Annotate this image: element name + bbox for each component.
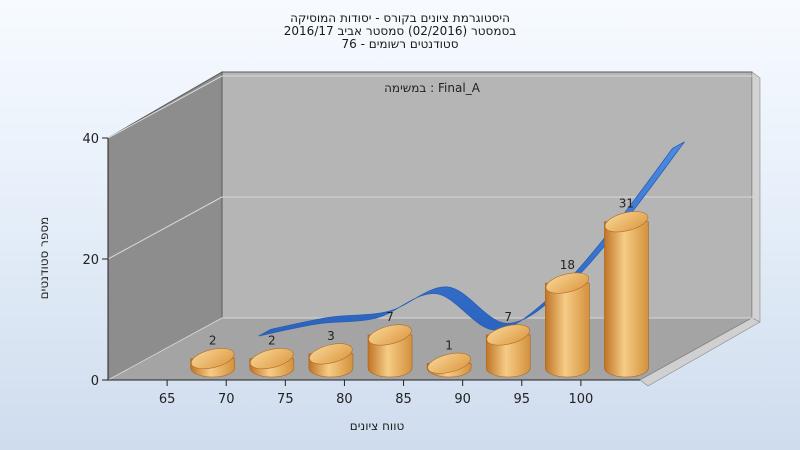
y-tick-label: 40 bbox=[82, 132, 99, 147]
data-labels: 2 2 3 7 1 7 18 31 bbox=[209, 197, 634, 353]
x-tick-label: 85 bbox=[395, 392, 412, 407]
x-tick-label: 65 bbox=[159, 392, 176, 407]
chart-floor-edge bbox=[639, 317, 761, 387]
bar-cap bbox=[309, 343, 353, 365]
gridline-side bbox=[107, 75, 223, 139]
y-tick-label: 0 bbox=[91, 374, 99, 389]
x-axis-title: טווח ציונים bbox=[350, 419, 405, 433]
x-tick-label: 75 bbox=[277, 392, 294, 407]
bar bbox=[485, 324, 531, 378]
x-axis: 65 70 75 80 85 90 95 100 bbox=[108, 379, 640, 407]
bar-value-label: 2 bbox=[268, 334, 276, 348]
bar-body bbox=[545, 282, 590, 378]
bar-cap bbox=[427, 352, 471, 374]
bar-cap bbox=[545, 272, 590, 294]
bar bbox=[426, 352, 472, 378]
x-tick-label: 80 bbox=[336, 392, 353, 407]
bar bbox=[604, 211, 649, 378]
bar-value-label: 7 bbox=[386, 310, 394, 324]
bar-value-label: 18 bbox=[560, 258, 575, 272]
bar bbox=[545, 272, 590, 378]
chart-title-line-1: היסטוגרמת ציונים בקורס - יסודות המוסיקה bbox=[290, 11, 510, 25]
gridline-side bbox=[107, 196, 223, 260]
bar bbox=[308, 343, 354, 378]
chart-title-line-3: סטודנטים רשומים - 76 bbox=[341, 37, 458, 51]
bar-value-label: 2 bbox=[209, 334, 217, 348]
bar-value-label: 31 bbox=[619, 197, 634, 211]
bar bbox=[367, 324, 413, 378]
x-tick-label: 95 bbox=[514, 392, 531, 407]
y-tick-label: 20 bbox=[82, 253, 99, 268]
distribution-curve bbox=[258, 141, 685, 337]
bars bbox=[190, 211, 649, 378]
bar-cap bbox=[604, 211, 649, 233]
gridline-side bbox=[107, 317, 223, 381]
bar-cap bbox=[486, 324, 530, 346]
y-axis-title: מספר סטודנטים bbox=[37, 217, 51, 300]
chart-title-line-2: בסמסטר (02/2016) סמסטר אביב 2016/17 bbox=[284, 24, 516, 38]
y-axis: 0 20 40 bbox=[82, 132, 109, 389]
bar-cap bbox=[368, 324, 412, 346]
gridlines bbox=[107, 75, 754, 381]
bar bbox=[249, 348, 295, 378]
bar-body bbox=[367, 334, 413, 378]
bar-body bbox=[485, 334, 531, 378]
chart-title: היסטוגרמת ציונים בקורס - יסודות המוסיקה … bbox=[284, 11, 516, 51]
x-tick-label: 70 bbox=[218, 392, 235, 407]
chart-back-wall bbox=[221, 71, 753, 319]
x-tick-label: 90 bbox=[454, 392, 471, 407]
curve-ribbon bbox=[258, 141, 685, 337]
bar-cap bbox=[190, 348, 235, 370]
bar-value-label: 3 bbox=[327, 329, 335, 343]
x-tick-label: 100 bbox=[568, 392, 593, 407]
bar bbox=[190, 348, 235, 378]
bar-value-label: 1 bbox=[445, 338, 453, 352]
bar-value-label: 7 bbox=[504, 310, 512, 324]
bar-cap bbox=[250, 348, 294, 370]
task-annotation: במשימה : Final_A bbox=[384, 81, 481, 95]
bar-body bbox=[604, 221, 649, 378]
